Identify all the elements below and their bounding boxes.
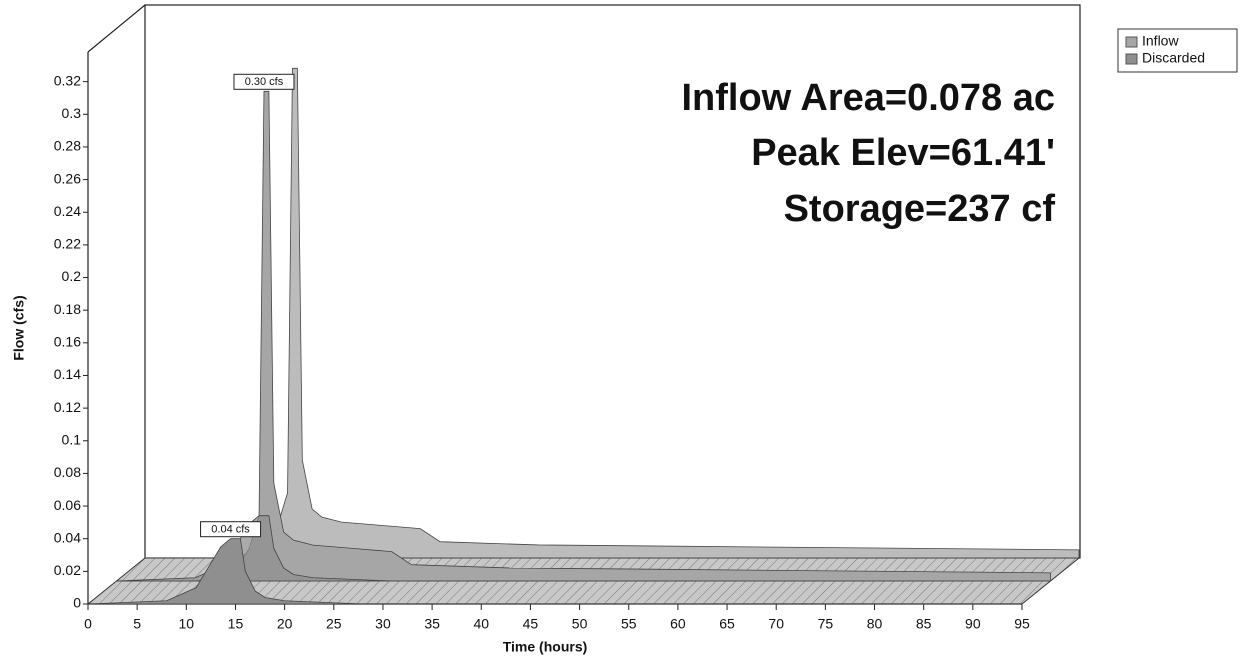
x-tick-label: 30 [375, 616, 391, 632]
x-axis-title: Time (hours) [503, 639, 588, 655]
y-tick-label: 0.24 [54, 203, 81, 219]
legend-label: Inflow [1142, 33, 1179, 49]
x-tick-label: 5 [133, 616, 141, 632]
x-tick-label: 55 [621, 616, 637, 632]
y-tick-label: 0.1 [62, 431, 82, 447]
x-tick-label: 40 [473, 616, 489, 632]
value-label: 0.04 cfs [200, 521, 262, 538]
value-label-box [233, 73, 295, 90]
y-tick-label: 0 [73, 595, 81, 611]
legend-label: Discarded [1142, 50, 1205, 66]
x-tick-label: 35 [424, 616, 440, 632]
annotation: Storage=237 cf [784, 188, 1056, 230]
depth-edge [87, 4, 146, 53]
x-tick-label: 80 [867, 616, 883, 632]
x-tick-label: 15 [228, 616, 244, 632]
y-tick-label: 0.18 [54, 301, 81, 317]
y-tick-label: 0.2 [62, 268, 82, 284]
value-label-text: 0.04 cfs [211, 524, 250, 536]
legend-box [1117, 28, 1238, 73]
x-tick-label: 70 [768, 616, 784, 632]
y-axis-title: Flow (cfs) [11, 295, 27, 360]
annotation: Peak Elev=61.41' [751, 132, 1055, 174]
x-tick-label: 60 [670, 616, 686, 632]
x-tick-label: 25 [326, 616, 342, 632]
y-tick-label: 0.22 [54, 236, 81, 252]
x-tick-label: 10 [179, 616, 195, 632]
x-tick-label: 85 [916, 616, 932, 632]
annotation: Inflow Area=0.078 ac [681, 77, 1055, 119]
y-tick-label: 0.04 [54, 529, 81, 545]
x-tick-label: 50 [572, 616, 588, 632]
legend-swatch [1125, 36, 1138, 48]
y-tick-label: 0.02 [54, 562, 81, 578]
x-tick-label: 95 [1014, 616, 1030, 632]
y-tick-label: 0.26 [54, 170, 81, 186]
x-tick-label: 0 [84, 616, 92, 632]
x-tick-label: 90 [965, 616, 981, 632]
y-tick-label: 0.28 [54, 138, 81, 154]
y-tick-label: 0.32 [54, 72, 81, 88]
y-tick-label: 0.12 [54, 399, 81, 415]
value-label-box [200, 521, 262, 538]
y-tick-label: 0.06 [54, 497, 81, 513]
value-label: 0.30 cfs [233, 73, 295, 90]
x-tick-label: 65 [719, 616, 735, 632]
y-tick-label: 0.16 [54, 334, 81, 350]
y-tick-label: 0.08 [54, 464, 81, 480]
area [87, 538, 1022, 605]
value-label-text: 0.30 cfs [245, 76, 284, 88]
legend-swatch [1125, 53, 1138, 65]
x-tick-label: 45 [523, 616, 539, 632]
x-tick-label: 20 [277, 616, 293, 632]
y-tick-label: 0.3 [62, 105, 82, 121]
x-tick-label: 75 [818, 616, 834, 632]
y-tick-label: 0.14 [54, 366, 81, 382]
